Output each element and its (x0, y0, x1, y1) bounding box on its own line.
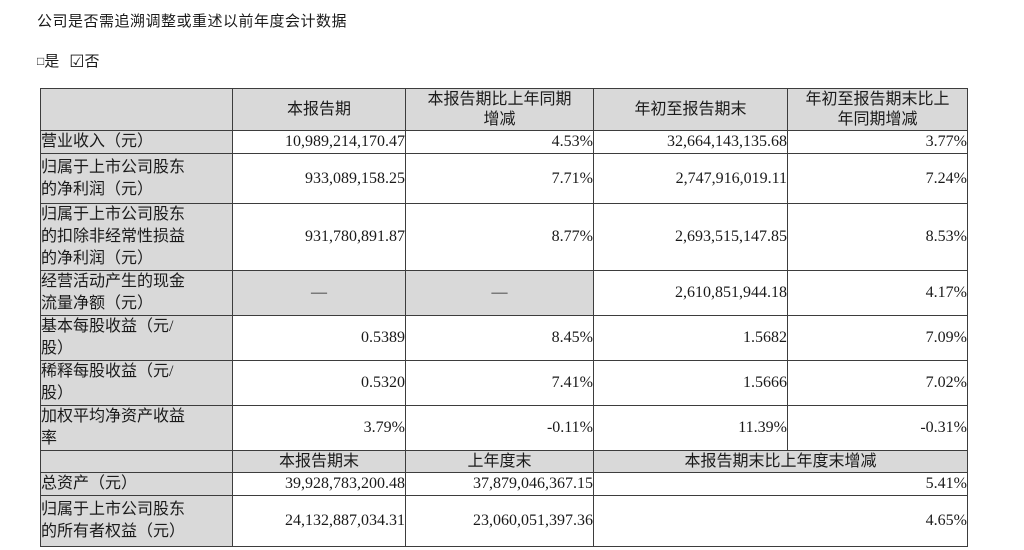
table-row-diluted-eps: 稀释每股收益（元/ 股） 0.5320 7.41% 1.5666 7.02% (40, 360, 968, 406)
value-cell: 933,089,158.25 (232, 153, 406, 204)
header-prev-year-end: 上年度末 (405, 450, 594, 473)
value-cell: 3.79% (232, 405, 406, 451)
value-cell: 7.41% (405, 360, 594, 406)
value-cell: 7.02% (787, 360, 968, 406)
value-cell: 8.45% (405, 315, 594, 361)
value-cell: 4.53% (405, 130, 594, 154)
value-cell: 11.39% (593, 405, 788, 451)
value-cell: 8.77% (405, 203, 594, 271)
table-row-net-profit-excl-nonrecurring: 归属于上市公司股东 的扣除非经常性损益 的净利润（元） 931,780,891.… (40, 203, 968, 271)
value-cell: 0.5320 (232, 360, 406, 406)
header-current-period-yoy-change: 本报告期比上年同期 增减 (405, 88, 594, 131)
checkbox-unchecked-icon: □ (37, 54, 45, 68)
value-cell: 0.5389 (232, 315, 406, 361)
table-row-owners-equity: 归属于上市公司股东 的所有者权益（元） 24,132,887,034.31 23… (40, 495, 968, 547)
value-cell: 37,879,046,367.15 (405, 472, 594, 496)
header-period-end-change: 本报告期末比上年度末增减 (593, 450, 968, 473)
row-label: 营业收入（元） (40, 130, 233, 154)
header-period-end: 本报告期末 (232, 450, 406, 473)
checkbox-checked-icon: ☑ (69, 52, 85, 71)
value-cell: 7.24% (787, 153, 968, 204)
value-cell: 32,664,143,135.68 (593, 130, 788, 154)
value-cell: 2,747,916,019.11 (593, 153, 788, 204)
table-row-weighted-avg-roe: 加权平均净资产收益 率 3.79% -0.11% 11.39% -0.31% (40, 405, 968, 451)
value-cell: -0.11% (405, 405, 594, 451)
financial-summary-table: 本报告期 本报告期比上年同期 增减 年初至报告期末 年初至报告期末比上 年同期增… (40, 88, 968, 547)
row-label: 归属于上市公司股东 的净利润（元） (40, 153, 233, 204)
header-corner-cell (40, 88, 233, 131)
table-row-operating-cash-flow: 经营活动产生的现金 流量净额（元） — — 2,610,851,944.18 4… (40, 270, 968, 316)
value-cell: 1.5666 (593, 360, 788, 406)
table-header-row-2: 本报告期末 上年度末 本报告期末比上年度末增减 (40, 450, 968, 473)
value-cell: 7.09% (787, 315, 968, 361)
value-cell: 2,693,515,147.85 (593, 203, 788, 271)
option-yes-label: 是 (44, 54, 60, 70)
value-cell: -0.31% (787, 405, 968, 451)
value-cell: 4.65% (593, 495, 968, 547)
option-yes: □是 (37, 54, 59, 70)
option-no: ☑否 (69, 52, 100, 71)
value-cell: 23,060,051,397.36 (405, 495, 594, 547)
option-no-label: 否 (84, 54, 100, 70)
table-row-net-profit: 归属于上市公司股东 的净利润（元） 933,089,158.25 7.71% 2… (40, 153, 968, 204)
value-cell: 39,928,783,200.48 (232, 472, 406, 496)
header-year-to-date: 年初至报告期末 (593, 88, 788, 131)
row-label: 归属于上市公司股东 的扣除非经常性损益 的净利润（元） (40, 203, 233, 271)
empty-dash-cell: — (232, 270, 406, 316)
value-cell: 2,610,851,944.18 (593, 270, 788, 316)
question-text: 公司是否需追溯调整或重述以前年度会计数据 (37, 14, 348, 30)
value-cell: 3.77% (787, 130, 968, 154)
empty-dash-cell: — (405, 270, 594, 316)
value-cell: 4.17% (787, 270, 968, 316)
table-row-operating-revenue: 营业收入（元） 10,989,214,170.47 4.53% 32,664,1… (40, 130, 968, 154)
value-cell: 1.5682 (593, 315, 788, 361)
value-cell: 5.41% (593, 472, 968, 496)
header-current-period: 本报告期 (232, 88, 406, 131)
value-cell: 10,989,214,170.47 (232, 130, 406, 154)
value-cell: 24,132,887,034.31 (232, 495, 406, 547)
row-label: 总资产（元） (40, 472, 233, 496)
row-label: 稀释每股收益（元/ 股） (40, 360, 233, 406)
row-label: 归属于上市公司股东 的所有者权益（元） (40, 495, 233, 547)
table-row-total-assets: 总资产（元） 39,928,783,200.48 37,879,046,367.… (40, 472, 968, 496)
row-label: 加权平均净资产收益 率 (40, 405, 233, 451)
header2-corner-cell (40, 450, 233, 473)
table-header-row-1: 本报告期 本报告期比上年同期 增减 年初至报告期末 年初至报告期末比上 年同期增… (40, 88, 968, 131)
row-label: 经营活动产生的现金 流量净额（元） (40, 270, 233, 316)
table-row-basic-eps: 基本每股收益（元/ 股） 0.5389 8.45% 1.5682 7.09% (40, 315, 968, 361)
header-year-to-date-yoy-change: 年初至报告期末比上 年同期增减 (787, 88, 968, 131)
value-cell: 931,780,891.87 (232, 203, 406, 271)
value-cell: 7.71% (405, 153, 594, 204)
row-label: 基本每股收益（元/ 股） (40, 315, 233, 361)
value-cell: 8.53% (787, 203, 968, 271)
checkbox-line: □是 ☑否 (37, 50, 1024, 71)
